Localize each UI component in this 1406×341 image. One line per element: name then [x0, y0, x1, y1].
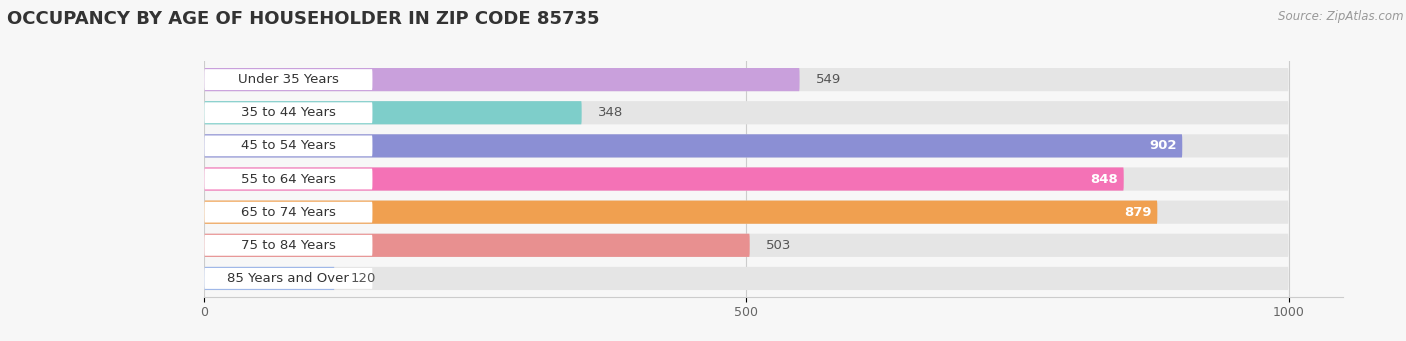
Text: 85 Years and Over: 85 Years and Over [228, 272, 349, 285]
FancyBboxPatch shape [204, 168, 373, 190]
Text: 879: 879 [1125, 206, 1152, 219]
Text: 902: 902 [1149, 139, 1177, 152]
FancyBboxPatch shape [204, 201, 1288, 224]
FancyBboxPatch shape [204, 69, 373, 90]
FancyBboxPatch shape [204, 234, 1288, 257]
FancyBboxPatch shape [204, 68, 800, 91]
FancyBboxPatch shape [204, 102, 373, 123]
Text: 55 to 64 Years: 55 to 64 Years [240, 173, 336, 186]
FancyBboxPatch shape [204, 68, 1288, 91]
FancyBboxPatch shape [204, 202, 373, 223]
FancyBboxPatch shape [204, 234, 749, 257]
Text: OCCUPANCY BY AGE OF HOUSEHOLDER IN ZIP CODE 85735: OCCUPANCY BY AGE OF HOUSEHOLDER IN ZIP C… [7, 10, 599, 28]
Text: 503: 503 [766, 239, 792, 252]
FancyBboxPatch shape [204, 134, 1288, 158]
Text: Under 35 Years: Under 35 Years [238, 73, 339, 86]
FancyBboxPatch shape [204, 201, 1157, 224]
FancyBboxPatch shape [204, 167, 1123, 191]
FancyBboxPatch shape [204, 134, 1182, 158]
Text: 45 to 54 Years: 45 to 54 Years [240, 139, 336, 152]
FancyBboxPatch shape [204, 235, 373, 256]
Text: 120: 120 [350, 272, 377, 285]
FancyBboxPatch shape [204, 268, 373, 289]
Text: 75 to 84 Years: 75 to 84 Years [240, 239, 336, 252]
FancyBboxPatch shape [204, 101, 582, 124]
FancyBboxPatch shape [204, 135, 373, 156]
FancyBboxPatch shape [204, 101, 1288, 124]
Text: 65 to 74 Years: 65 to 74 Years [240, 206, 336, 219]
Text: 549: 549 [815, 73, 841, 86]
FancyBboxPatch shape [204, 267, 335, 290]
Text: 35 to 44 Years: 35 to 44 Years [240, 106, 336, 119]
Text: 848: 848 [1091, 173, 1118, 186]
FancyBboxPatch shape [204, 167, 1288, 191]
Text: 348: 348 [598, 106, 623, 119]
Text: Source: ZipAtlas.com: Source: ZipAtlas.com [1278, 10, 1403, 23]
FancyBboxPatch shape [204, 267, 1288, 290]
